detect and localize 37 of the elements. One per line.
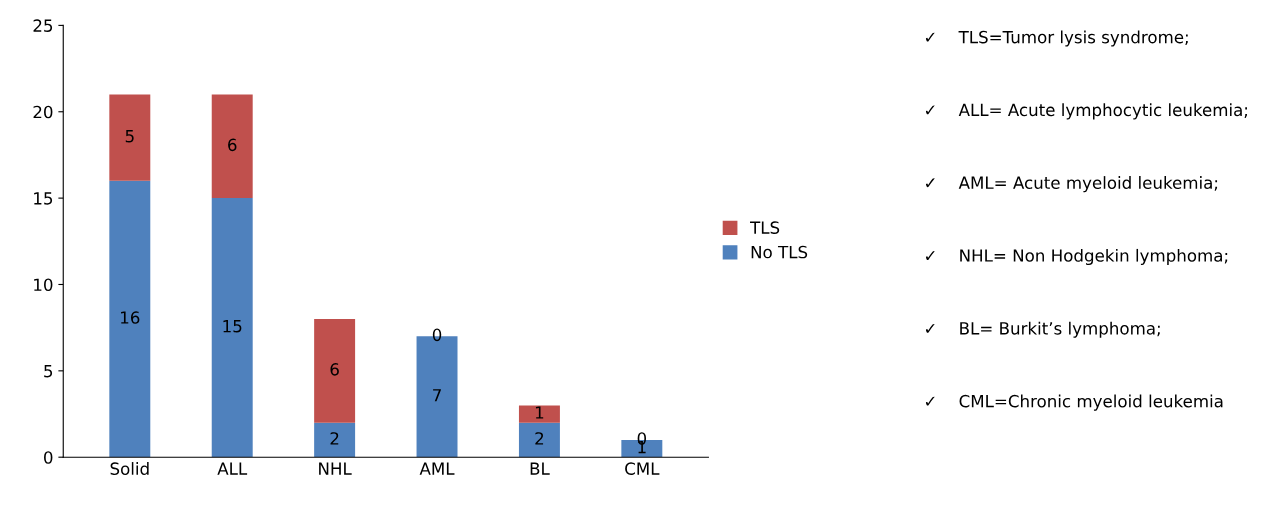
x-tick-label: BL [530,462,550,475]
bar [314,319,356,423]
x-tick-label: Solid [110,462,149,475]
data-label: 15 [223,320,242,333]
data-label: 1 [535,406,544,419]
bar [109,180,151,458]
x-tick-label: CML [625,462,660,475]
data-label: 16 [121,311,140,324]
text: ✓ NHL= Non Hodgekin lymphoma; [925,248,1228,266]
y-tick-label: 25 [33,19,53,32]
bar [211,94,253,199]
legend-label: No TLS [751,245,808,259]
bar [518,422,560,458]
data-label: 2 [330,432,339,445]
text: ✓ ALL= Acute lymphocytic leukemia; [925,103,1247,120]
data-label: 6 [228,138,237,152]
x-tick-label: ALL [217,462,248,475]
x-tick-label: AML [419,462,455,475]
data-label: 6 [330,363,339,376]
y-tick-label: 5 [44,365,53,378]
y-tick-label: 10 [34,278,53,292]
bar [211,198,253,458]
data-label: 7 [433,389,441,402]
text: ✓ TLS=Tumor lysis syndrome; [925,30,1188,47]
text: ✓ CML=Chronic myeloid leukemia [925,394,1223,411]
text: ✓ AML= Acute myeloid leukemia; [925,176,1218,193]
data-label: 5 [125,130,134,143]
y-tick-label: 15 [34,192,53,205]
bar [518,405,560,423]
x-tick-label: NHL [319,462,352,475]
y-tick-label: 0 [44,451,53,464]
text: ✓ BL= Burkit’s lymphoma; [925,321,1160,338]
y-tick-label: 20 [33,105,53,119]
bar [314,422,356,458]
bar [109,94,151,181]
data-label: 2 [535,432,544,445]
legend-label: TLS [750,221,780,234]
